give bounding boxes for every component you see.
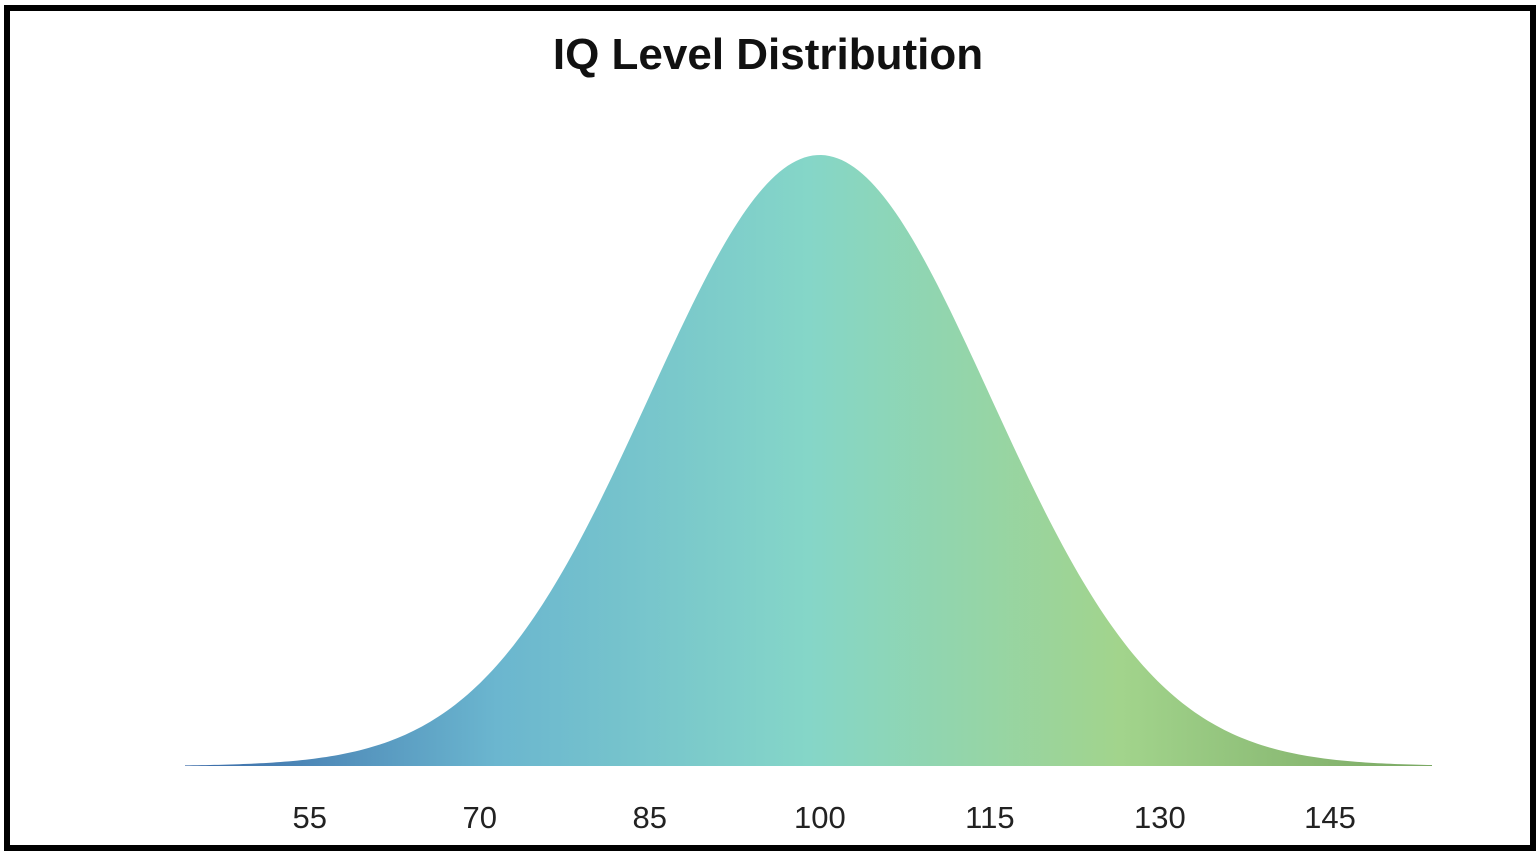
x-tick-label: 145 <box>1304 800 1356 835</box>
x-tick-label: 115 <box>965 800 1014 835</box>
x-tick-label: 100 <box>794 800 846 835</box>
distribution-area <box>185 155 1432 766</box>
x-tick-label: 130 <box>1134 800 1186 835</box>
x-axis-ticks: 55 70 85 100 115 130 145 <box>292 800 1355 835</box>
x-tick-label: 70 <box>463 800 497 835</box>
x-tick-label: 55 <box>292 800 326 835</box>
chart-title: IQ Level Distribution <box>552 30 984 79</box>
area-layer <box>185 155 1432 766</box>
x-tick-label: 85 <box>633 800 667 835</box>
